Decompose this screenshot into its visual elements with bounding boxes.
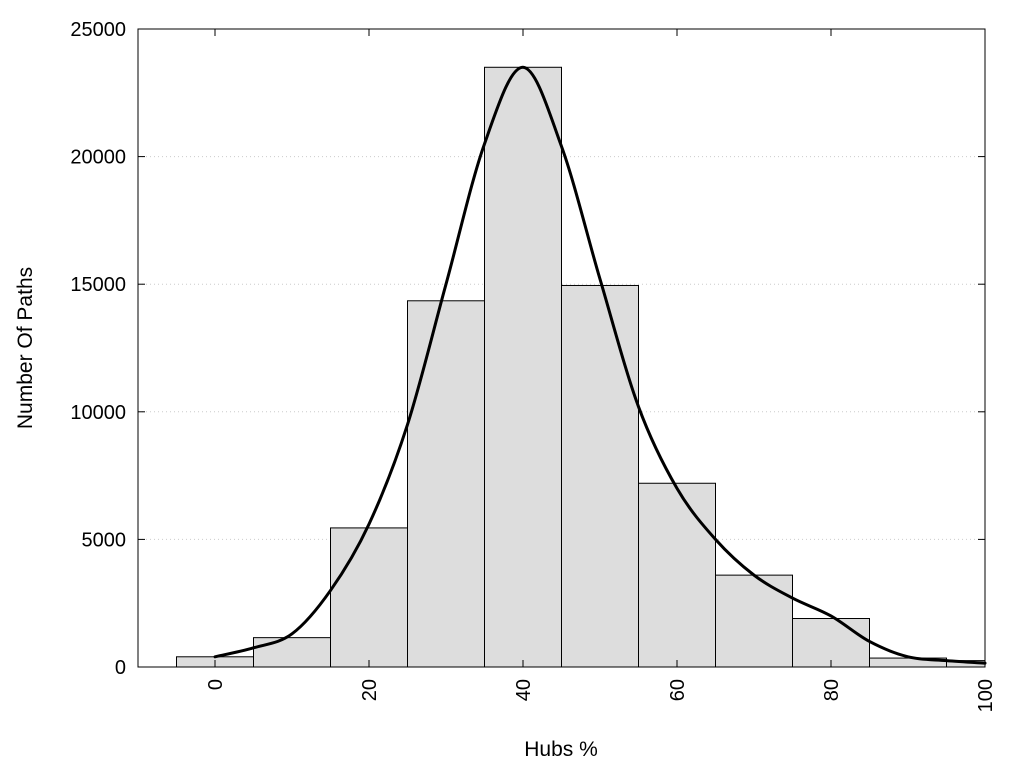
density-curve: [213, 65, 987, 665]
histogram-bar: [253, 637, 331, 668]
density-curve-layer: [213, 65, 987, 665]
x-axis-ticks: 0 20 40 60 80 100: [205, 29, 997, 712]
x-tick-label: 80: [821, 679, 843, 701]
y-tick-label: 25000: [70, 19, 126, 41]
y-tick-label: 5000: [82, 529, 127, 551]
histogram-bar: [330, 527, 408, 668]
histogram-bar: [561, 284, 639, 668]
y-axis-ticks: 0 5000 10000 15000 20000 25000: [70, 19, 985, 679]
y-tick-label: 10000: [70, 402, 126, 424]
histogram-bar: [407, 300, 485, 668]
plot-frame: [137, 28, 986, 668]
x-axis-title: Hubs %: [524, 738, 598, 761]
y-tick-label: 0: [115, 657, 126, 679]
histogram-bar: [792, 618, 870, 668]
x-tick-label: 60: [667, 679, 689, 701]
x-tick-label: 20: [359, 679, 381, 701]
histogram-bars: [176, 66, 986, 668]
x-tick-label: 100: [975, 679, 997, 712]
histogram-bar: [715, 574, 793, 668]
x-tick-label: 40: [513, 679, 535, 701]
y-axis-title: Number Of Paths: [14, 267, 37, 429]
y-tick-label: 20000: [70, 147, 126, 169]
y-tick-label: 15000: [70, 274, 126, 296]
histogram-bar: [638, 482, 716, 668]
histogram-bar: [484, 66, 562, 668]
x-tick-label: 0: [205, 679, 227, 690]
